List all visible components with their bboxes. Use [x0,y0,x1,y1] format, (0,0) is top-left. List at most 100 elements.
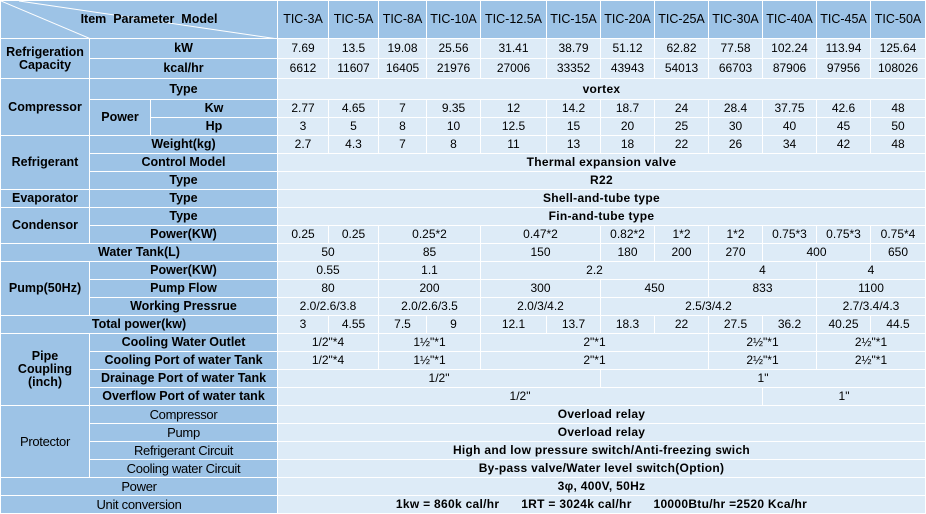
value-cell: 38.79 [546,38,601,59]
table-row-power-kw: Pump(50Hz) Power(KW) 0.55 1.1 2.2 4 4 [0,261,926,316]
value-cell: 19.08 [378,38,427,59]
value-cell: 42.6 [816,99,871,118]
value-cell: 0.25 [328,225,379,244]
value-cell: 8 [426,135,481,154]
row-label-evaporator: Evaporator [0,189,90,208]
model-header-tic-5a: TIC-5A [328,0,379,39]
value-cell: 97956 [816,58,871,79]
row-label-kcal-hr: kcal/hr [89,58,278,79]
value-cell: 7 [378,99,427,118]
row-label-power-kw: Power(KW) [89,225,278,244]
value-cell: 2.2 [480,261,709,280]
table-row-working-pressrue: Working Pressrue 2.0/2.6/3.8 2.0/2.6/3.5 2.… [1,297,926,316]
table-row-cooling-water-circuit: Cooling water Circuit By-pass valve/Water… [1,459,926,478]
row-label-refrigeration-capacity: Refrigeration Capacity [0,38,90,79]
header-row: Item Parameter Model TIC-3A TIC-5A TIC-8A T… [0,0,926,39]
value-cell: 2.7 [277,135,329,154]
row-label-total-power-kw: Total power(kw) [0,315,278,334]
value-cell: 1½"*1 [378,333,481,352]
row-label-type: Type [89,78,278,100]
value-cell: 300 [480,279,601,298]
value-cell: 4.65 [328,99,379,118]
value-cell: 2.7/3.4/4.3 [816,297,926,316]
table-row-type: Condensor Type Fin-and-tube type [0,207,926,244]
model-header-tic-50a: TIC-50A [870,0,926,39]
value-cell: 200 [378,279,481,298]
value-cell: 1*2 [708,225,763,244]
table-row-total-power-kw: Total power(kw) 3 4.55 7.5 9 12.1 13.7 18.3 22 27… [0,315,926,334]
table-row-kw: Power Kw 2.77 4.65 7 9.35 12 14.2 18.7 24 28.4 37.7… [1,99,926,136]
row-label-drainage-port-of-water-tank: Drainage Port of water Tank [89,369,278,388]
value-cell: 2.77 [277,99,329,118]
row-label-compressor: Compressor [89,405,278,424]
table-row-refrigerant-circuit: Refrigerant Circuit High and low pressure… [1,441,926,460]
row-label-overflow-port-of-water-tank: Overflow Port of water tank [89,387,278,406]
row-label-power: Power [89,99,151,136]
table-row-type: Compressor Type vortex [0,78,926,136]
value-cell: 4 [816,261,926,280]
model-header-tic-30a: TIC-30A [708,0,763,39]
value-cell: 0.25*2 [378,225,481,244]
value-cell: 0.82*2 [600,225,655,244]
row-label-pipe-coupling-inch: Pipe Coupling (inch) [0,333,90,406]
value-cell: 4 [708,261,817,280]
value-cell: 7 [378,135,427,154]
value-cell: 25 [654,117,709,136]
table-row-unit-conversion: Unit conversion 1kw = 860k cal/hr 1RT = 3… [0,495,926,514]
model-header-tic-25a: TIC-25A [654,0,709,39]
value-cell: 31.41 [480,38,547,59]
value-cell: 25.56 [426,38,481,59]
value-cell: 14.2 [546,99,601,118]
value-cell: 10 [426,117,481,136]
table-row-kcal-hr: kcal/hr 6612 11607 16405 21976 27006 33352 4394… [1,58,926,79]
value-cell: 18.7 [600,99,655,118]
table-row-weight-kg: Refrigerant Weight(kg) 2.7 4.3 7 8 11 13 18 22 26 3… [0,135,926,190]
value-cell: 18 [600,135,655,154]
value-cell: 150 [480,243,601,262]
row-label-kw: Kw [150,99,278,118]
value-cell: 0.47*2 [480,225,601,244]
value-cell: 1½"*1 [378,351,481,370]
row-label-unit-conversion: Unit conversion [0,495,278,514]
value-cell: 37.75 [762,99,817,118]
value-cell: 1/2"*4 [277,333,379,352]
value-cell: Overload relay [277,423,926,442]
value-cell: 400 [762,243,871,262]
value-cell: 9.35 [426,99,481,118]
value-cell: 43943 [600,58,655,79]
row-label-pump-flow: Pump Flow [89,279,278,298]
model-header-tic-45a: TIC-45A [816,0,871,39]
value-cell: 102.24 [762,38,817,59]
row-label-type: Type [89,207,278,226]
value-cell: 2½"*1 [708,333,817,352]
value-cell: 2.0/2.6/3.5 [378,297,481,316]
value-cell: 13.5 [328,38,379,59]
value-cell: 85 [378,243,481,262]
table-row-power: Power 3φ, 400V, 50Hz [0,477,926,496]
value-cell: 40.25 [816,315,871,334]
value-cell: 1" [762,387,926,406]
value-cell: 45 [816,117,871,136]
model-header-tic-40a: TIC-40A [762,0,817,39]
value-cell: 6612 [277,58,329,79]
value-cell: 1/2" [277,387,763,406]
value-cell: 16405 [378,58,427,79]
table-row-pump: Pump Overload relay [1,423,926,442]
value-cell: 2"*1 [480,333,709,352]
row-label-refrigerant: Refrigerant [0,135,90,190]
value-cell: 21976 [426,58,481,79]
table-row-cooling-port-of-water-tank: Cooling Port of water Tank 1/2"*4 1½"*1 2"*… [1,351,926,370]
row-label-type: Type [89,171,278,190]
value-cell: 42 [816,135,871,154]
value-cell: 1.1 [378,261,481,280]
value-cell: 9 [426,315,481,334]
table-row-kw: Refrigeration Capacity kW 7.69 13.5 19.08 25.… [0,38,926,79]
table-row-water-tank-l: Water Tank(L) 50 85 150 180 200 270 400 650 [0,243,926,262]
table-row-cooling-water-outlet: Pipe Coupling (inch) Cooling Water Outlet… [0,333,926,406]
row-label-protector: Protector [0,405,90,478]
row-label-cooling-water-circuit: Cooling water Circuit [89,459,278,478]
value-cell: 270 [708,243,763,262]
row-label-cooling-water-outlet: Cooling Water Outlet [89,333,278,352]
value-cell: 0.75*3 [816,225,871,244]
value-cell: 50 [870,117,926,136]
